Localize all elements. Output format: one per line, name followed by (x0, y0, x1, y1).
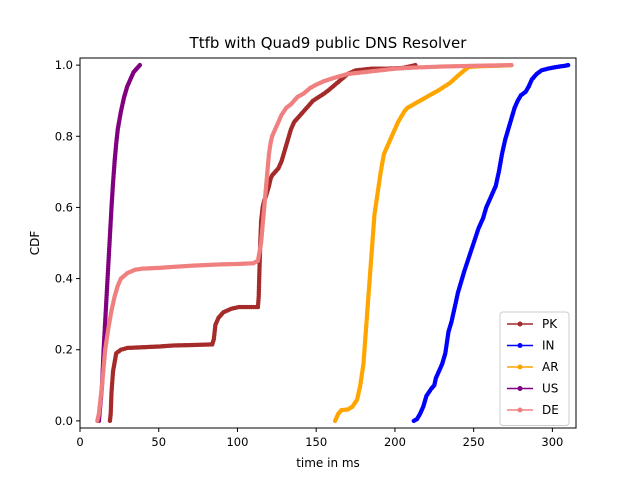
chart-title: Ttfb with Quad9 public DNS Resolver (189, 34, 468, 52)
x-tick-label: 300 (541, 435, 563, 449)
legend-marker (517, 386, 523, 391)
legend-marker (517, 343, 523, 348)
legend-label: US (542, 382, 558, 396)
series-in (411, 62, 571, 424)
y-axis-label: CDF (28, 231, 42, 256)
legend-label: DE (542, 403, 559, 417)
legend-label: AR (542, 360, 559, 374)
axes-frame (79, 57, 577, 429)
legend-item-us: US (507, 382, 558, 396)
data-point (137, 62, 143, 68)
x-tick-label: 0 (76, 435, 83, 449)
series-de (95, 62, 514, 424)
legend-marker (517, 321, 523, 327)
data-point (565, 62, 571, 68)
legend-label: IN (542, 339, 555, 353)
y-tick-label: 0.6 (55, 200, 73, 214)
x-axis-label: time in ms (296, 456, 360, 470)
legend-item-pk: PK (507, 317, 558, 331)
x-tick-label: 50 (151, 435, 166, 449)
y-tick-label: 0.2 (55, 343, 73, 357)
legend: PK IN AR US DE (499, 311, 570, 426)
legend-label: PK (542, 317, 558, 331)
legend-item-de: DE (507, 403, 559, 417)
x-axis-ticks: 0 50 100 150 200 250 300 (76, 428, 563, 449)
x-tick-label: 100 (226, 435, 248, 449)
x-tick-label: 250 (463, 435, 485, 449)
y-tick-label: 0.0 (55, 414, 73, 428)
y-tick-label: 1.0 (55, 58, 73, 72)
legend-item-ar: AR (507, 360, 559, 374)
legend-box (499, 311, 570, 426)
series-layer (95, 62, 571, 424)
y-tick-label: 0.4 (55, 272, 73, 286)
y-tick-label: 0.8 (55, 129, 73, 143)
legend-item-in: IN (507, 339, 555, 353)
x-tick-label: 200 (384, 435, 406, 449)
data-point (509, 62, 514, 68)
legend-marker (517, 407, 523, 413)
legend-marker (517, 364, 523, 370)
x-tick-label: 150 (305, 435, 327, 449)
y-axis-ticks: 0.0 0.2 0.4 0.6 0.8 1.0 (55, 58, 80, 428)
